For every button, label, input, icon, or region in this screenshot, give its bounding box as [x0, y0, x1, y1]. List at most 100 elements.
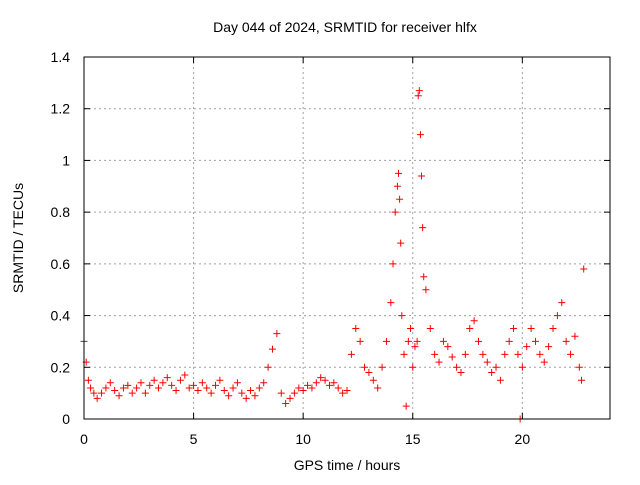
data-point — [575, 363, 583, 371]
data-point — [238, 389, 246, 397]
data-point — [540, 358, 548, 366]
data-point — [251, 392, 259, 400]
data-point — [102, 384, 110, 392]
data-point — [398, 312, 406, 320]
data-point — [343, 387, 351, 395]
data-point — [225, 392, 233, 400]
x-tick-label: 0 — [80, 431, 88, 447]
data-point — [163, 374, 171, 382]
ticks-layer: 0 5 10 15 20 0 0.2 0.4 0.6 0.8 1 1.2 1.4 — [51, 49, 610, 447]
chart-title: Day 044 of 2024, SRMTID for receiver hlf… — [213, 19, 477, 35]
data-point — [286, 394, 294, 402]
data-point — [339, 389, 347, 397]
data-point — [396, 195, 404, 203]
data-point — [128, 389, 136, 397]
data-point — [90, 389, 98, 397]
data-point — [453, 363, 461, 371]
data-point — [260, 379, 268, 387]
data-point — [426, 325, 434, 332]
data-point — [141, 389, 149, 397]
data-point — [466, 325, 474, 332]
x-tick-label: 5 — [190, 431, 198, 447]
data-point — [365, 368, 373, 376]
data-point — [562, 337, 570, 345]
data-point — [439, 337, 447, 345]
data-point — [203, 384, 211, 392]
data-point — [212, 381, 219, 389]
y-tick-label: 0 — [62, 411, 70, 427]
data-point — [549, 325, 557, 332]
data-point — [536, 350, 544, 358]
data-point — [407, 325, 415, 332]
data-point — [84, 376, 92, 384]
data-point — [416, 131, 424, 139]
data-point — [155, 384, 163, 392]
data-point — [133, 384, 141, 392]
data-point — [216, 376, 224, 384]
data-point — [414, 92, 422, 100]
data-point — [312, 379, 320, 387]
data-point — [580, 265, 588, 273]
data-point — [361, 363, 369, 371]
data-point — [418, 172, 426, 180]
data-point — [98, 389, 106, 397]
data-point — [321, 376, 329, 384]
data-point — [378, 363, 386, 371]
data-point — [255, 384, 263, 392]
data-point — [415, 87, 423, 95]
data-point — [264, 363, 272, 371]
data-point — [518, 363, 526, 371]
data-point — [308, 384, 316, 392]
data-point — [168, 381, 176, 389]
data-point — [176, 376, 184, 384]
data-point — [93, 394, 101, 402]
data-point — [531, 337, 539, 345]
data-point — [242, 394, 250, 402]
data-point — [387, 299, 395, 307]
data-point — [330, 379, 338, 387]
data-point — [115, 392, 123, 400]
data-point — [435, 358, 443, 366]
data-point — [413, 337, 421, 345]
data-point — [402, 402, 410, 410]
data-point — [567, 350, 575, 358]
data-point — [523, 343, 531, 351]
data-point — [419, 224, 427, 232]
data-point — [578, 376, 586, 384]
data-point — [558, 299, 566, 307]
data-point — [391, 208, 399, 216]
data-point — [229, 384, 237, 392]
data-point — [220, 387, 228, 395]
data-point — [389, 260, 397, 268]
data-point — [106, 379, 114, 387]
x-tick-label: 10 — [295, 431, 311, 447]
data-point — [198, 379, 206, 387]
data-point — [299, 387, 307, 395]
y-tick-label: 1.4 — [51, 49, 71, 65]
data-point — [514, 350, 522, 358]
data-point — [422, 286, 430, 294]
x-tick-label: 20 — [515, 431, 531, 447]
data-point — [475, 337, 482, 345]
data-point — [411, 343, 419, 351]
x-tick-label: 15 — [405, 431, 421, 447]
y-axis-label: SRMTID / TECUs — [10, 183, 26, 293]
data-point — [190, 381, 198, 389]
data-point — [496, 376, 504, 384]
y-tick-label: 0.6 — [51, 256, 71, 272]
data-point — [374, 384, 382, 392]
data-point — [420, 273, 428, 281]
data-point — [137, 379, 145, 387]
data-point — [277, 389, 285, 397]
data-point — [400, 350, 408, 358]
data-point — [233, 379, 241, 387]
x-axis-label: GPS time / hours — [294, 457, 401, 473]
data-point — [325, 381, 333, 389]
grid-layer — [84, 57, 610, 419]
data-point — [247, 387, 255, 395]
data-point — [172, 387, 180, 395]
marks-layer — [80, 87, 588, 423]
data-point — [150, 376, 158, 384]
